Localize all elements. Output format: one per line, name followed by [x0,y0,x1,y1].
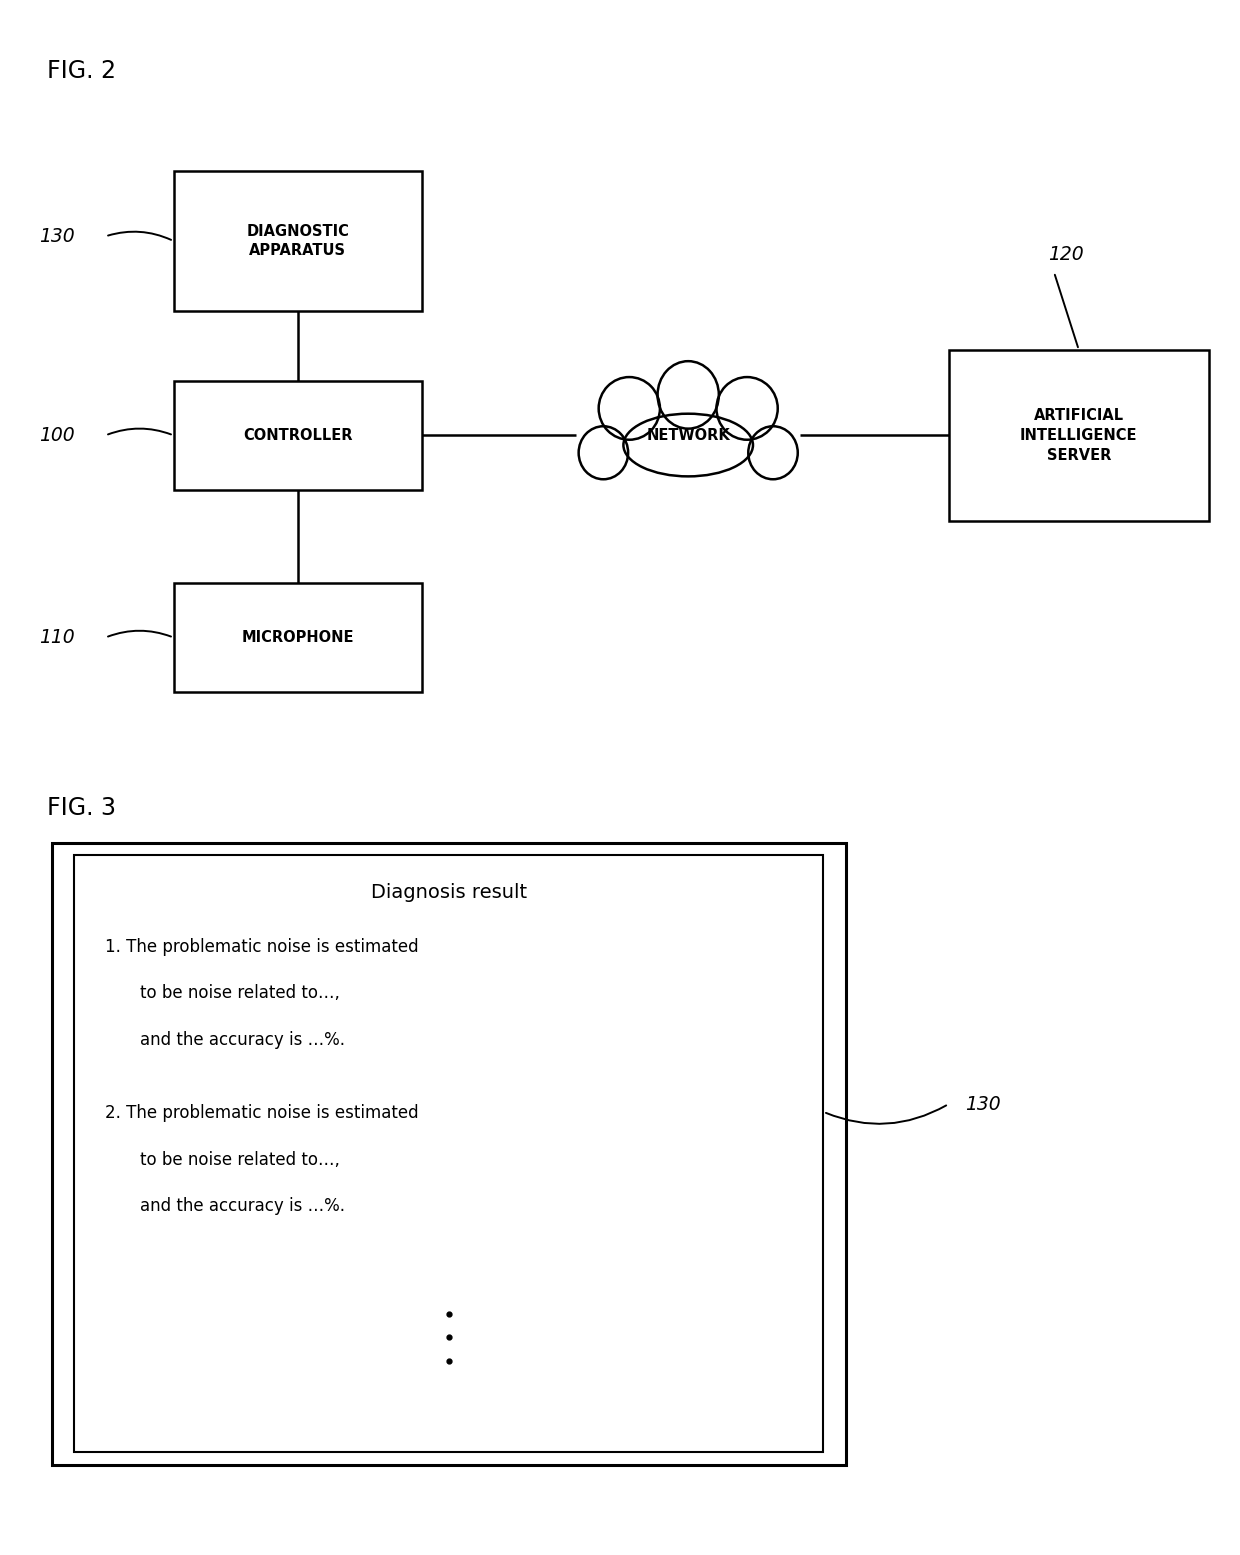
Text: 130: 130 [965,1095,1001,1113]
Text: ARTIFICIAL
INTELLIGENCE
SERVER: ARTIFICIAL INTELLIGENCE SERVER [1021,407,1137,463]
Ellipse shape [599,376,660,440]
Text: NETWORK: NETWORK [646,428,730,443]
Text: CONTROLLER: CONTROLLER [243,428,352,443]
Text: to be noise related to…,: to be noise related to…, [140,1151,340,1169]
FancyBboxPatch shape [949,350,1209,521]
FancyBboxPatch shape [74,855,823,1452]
Ellipse shape [717,376,777,440]
FancyBboxPatch shape [174,583,422,692]
FancyBboxPatch shape [174,381,422,490]
Text: FIG. 2: FIG. 2 [47,59,117,82]
Ellipse shape [657,361,719,429]
Ellipse shape [624,414,753,476]
Text: 100: 100 [38,426,74,445]
Text: MICROPHONE: MICROPHONE [242,630,353,645]
Text: and the accuracy is …%.: and the accuracy is …%. [140,1197,345,1216]
FancyBboxPatch shape [174,171,422,311]
Ellipse shape [579,426,629,479]
Text: Diagnosis result: Diagnosis result [371,883,527,902]
Text: and the accuracy is …%.: and the accuracy is …%. [140,1031,345,1050]
Text: 130: 130 [38,227,74,246]
Text: FIG. 3: FIG. 3 [47,796,117,819]
Ellipse shape [748,426,797,479]
Text: 2. The problematic noise is estimated: 2. The problematic noise is estimated [105,1104,419,1123]
Text: 1. The problematic noise is estimated: 1. The problematic noise is estimated [105,938,419,956]
Text: 110: 110 [38,628,74,647]
Text: DIAGNOSTIC
APPARATUS: DIAGNOSTIC APPARATUS [247,224,348,258]
Text: 120: 120 [1048,246,1084,264]
Text: to be noise related to…,: to be noise related to…, [140,984,340,1003]
FancyBboxPatch shape [52,843,846,1465]
